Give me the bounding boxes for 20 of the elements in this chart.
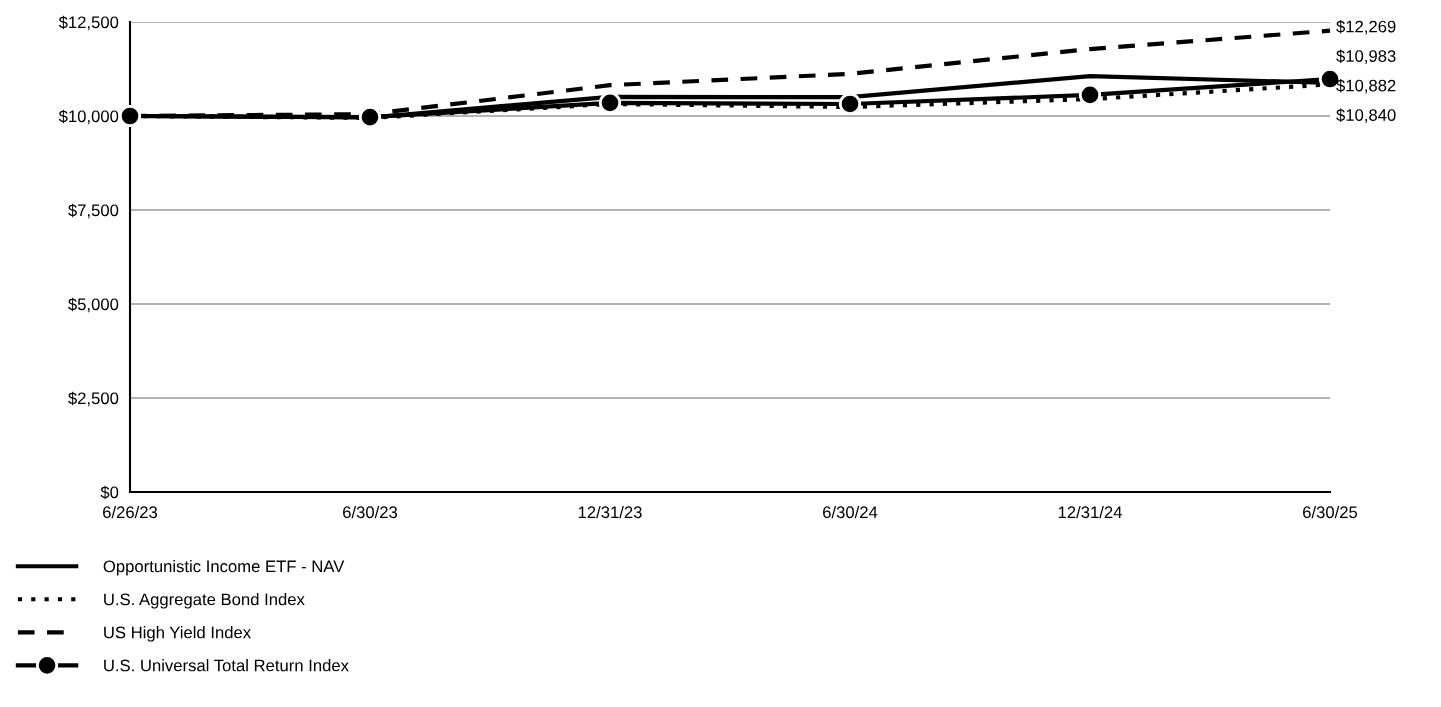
y-tick-label: $2,500: [68, 391, 119, 407]
x-tick-label: 12/31/23: [578, 505, 642, 519]
text: $10,882: [1336, 78, 1396, 94]
x-tick-label: 6/30/23: [343, 505, 398, 519]
legend-label: U.S. Aggregate Bond Index: [104, 593, 305, 609]
x-tick-label: 6/30/25: [1303, 505, 1358, 519]
text: $12,269: [1336, 19, 1396, 35]
legend-label: US High Yield Index: [104, 626, 251, 642]
y-tick-label: $12,500: [58, 15, 119, 31]
legend-label: U.S. Universal Total Return Index: [104, 659, 349, 672]
x-tick-label: 12/31/24: [1058, 505, 1122, 519]
legend-label: Opportunistic Income ETF - NAV: [103, 560, 345, 576]
x-tick-label: 6/30/24: [823, 505, 878, 519]
text: $10,840: [1336, 108, 1396, 123]
y-tick-label: $0: [100, 485, 119, 500]
text: $10,983: [1336, 49, 1396, 64]
y-tick-label: $7,500: [68, 203, 119, 219]
y-tick-label: $5,000: [68, 297, 119, 313]
x-tick-label: 6/26/23: [103, 505, 158, 519]
y-tick-label: $10,000: [58, 109, 119, 125]
